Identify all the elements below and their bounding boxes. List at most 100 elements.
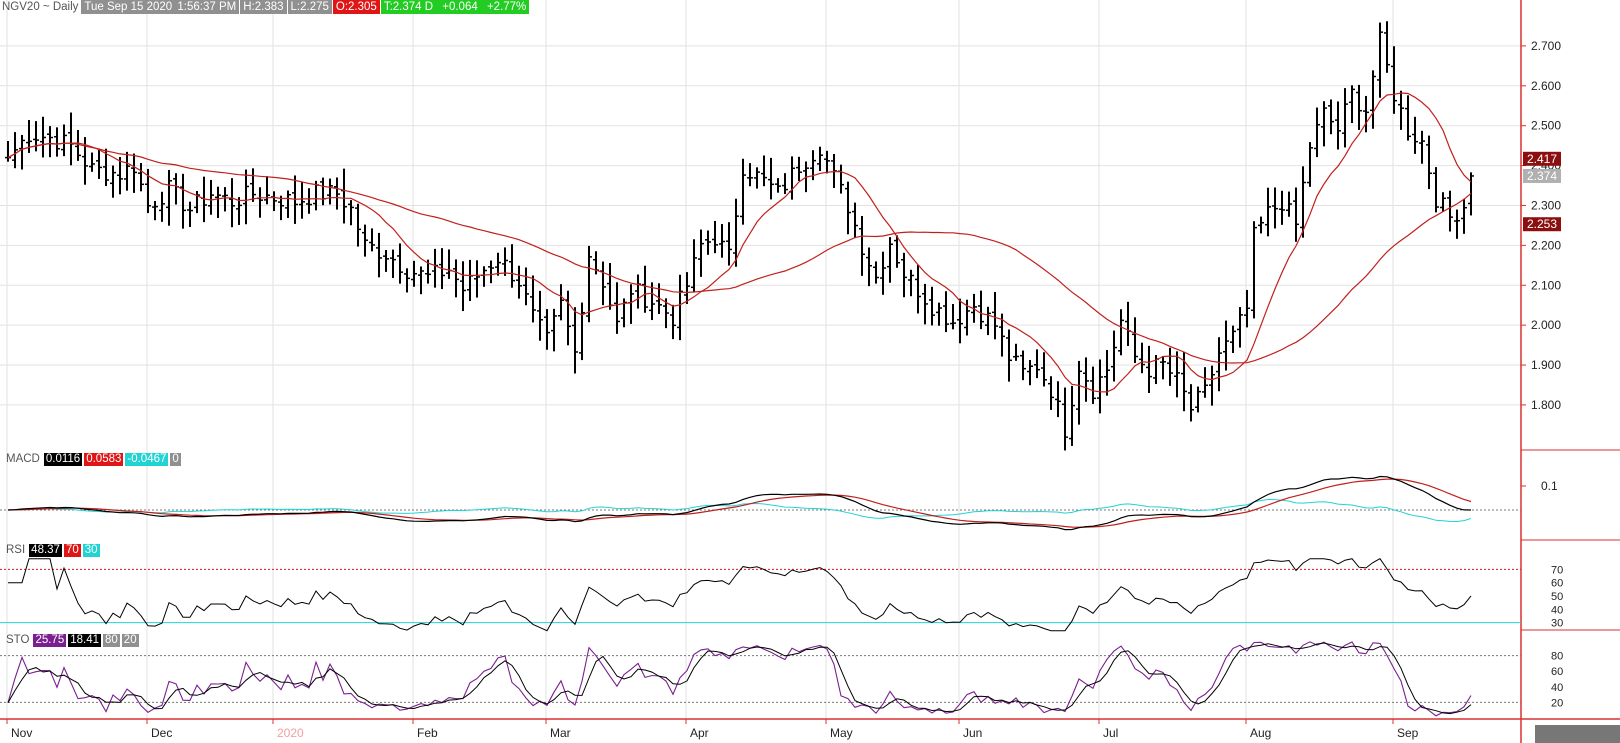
ohlc-bar xyxy=(250,168,256,202)
high-value: H:2.383 xyxy=(240,0,287,14)
ohlc-bar xyxy=(908,269,914,297)
last-price: T:2.374 D xyxy=(383,1,434,13)
macd-value: 0.0116 xyxy=(43,452,83,466)
ohlc-bar xyxy=(404,268,410,293)
ohlc-bar xyxy=(432,248,438,288)
ohlc-bar xyxy=(565,290,571,346)
ohlc-bar xyxy=(1335,101,1341,150)
ohlc-bar xyxy=(1013,343,1019,361)
ohlc-bar xyxy=(1279,190,1285,225)
ohlc-bar xyxy=(789,156,795,200)
sto-tick-label: 60 xyxy=(1551,666,1563,678)
ohlc-bar xyxy=(278,195,284,221)
rsi-tick-label: 30 xyxy=(1551,618,1563,630)
macd-line xyxy=(7,475,1472,531)
last-value: T:2.374 D +0.064 +2.77% xyxy=(380,0,530,14)
ohlc-bar xyxy=(950,304,956,330)
ohlc-bar xyxy=(873,261,879,284)
ohlc-bar xyxy=(1272,187,1278,229)
ohlc-bar xyxy=(208,179,214,215)
ohlc-bar xyxy=(978,290,984,330)
ohlc-bar xyxy=(474,260,480,298)
ohlc-bar xyxy=(1265,187,1271,237)
ohlc-bar xyxy=(1055,381,1061,418)
ohlc-bar xyxy=(691,239,697,293)
ohlc-bar xyxy=(1097,359,1103,414)
ohlc-bar xyxy=(502,247,508,276)
ohlc-bar xyxy=(985,306,991,336)
ohlc-bar xyxy=(222,187,228,212)
rsi-value: 48.37 xyxy=(29,543,62,557)
ohlc-bar xyxy=(383,250,389,272)
ohlc-bar xyxy=(1447,190,1453,232)
ohlc-bar xyxy=(999,313,1005,357)
ohlc-bar xyxy=(523,267,529,306)
price-tag xyxy=(1523,151,1561,166)
ohlc-bar xyxy=(586,245,592,323)
price-axis: 1.8001.9002.0002.1002.2002.3002.4002.500… xyxy=(1520,0,1620,743)
ohlc-bar xyxy=(1034,349,1040,379)
ohlc-bar xyxy=(75,130,81,161)
ohlc-bar xyxy=(775,178,781,193)
ohlc-bar xyxy=(47,126,53,158)
sto-tick-label: 40 xyxy=(1551,682,1563,694)
ohlc-bar xyxy=(194,190,200,214)
ohlc-bar xyxy=(397,243,403,284)
change-value: +0.064 xyxy=(442,1,478,13)
month-label: May xyxy=(830,726,853,740)
ohlc-bar xyxy=(1167,347,1173,386)
ohlc-bar xyxy=(544,309,550,350)
ohlc-bar xyxy=(1048,376,1054,410)
ohlc-bar xyxy=(537,290,543,341)
time-axis: Nov Dec 2020 Feb Mar Apr May Jun Jul Aug Sep xyxy=(0,718,1620,743)
ohlc-bar xyxy=(1139,342,1145,374)
month-label: Apr xyxy=(690,726,709,740)
ohlc-bar xyxy=(390,249,396,278)
ohlc-bar xyxy=(1384,21,1390,73)
ohlc-bar xyxy=(488,260,494,284)
ohlc-bar xyxy=(1286,191,1292,217)
ohlc-bar xyxy=(369,228,375,252)
sto-lower: 20 xyxy=(121,633,139,647)
sto-panel: 20 40 60 80 xyxy=(0,641,1563,717)
ohlc-bar xyxy=(1314,107,1320,158)
ohlc-bar xyxy=(1111,330,1117,382)
ohlc-bar xyxy=(1188,384,1194,422)
ohlc-bar xyxy=(1454,209,1460,239)
ohlc-bar xyxy=(572,307,578,374)
ohlc-bar xyxy=(1398,90,1404,130)
ohlc-bar xyxy=(901,252,907,298)
ohlc-bar xyxy=(264,176,270,205)
ohlc-bar xyxy=(341,168,347,224)
ohlc-bar xyxy=(817,146,823,172)
ohlc-bar xyxy=(796,156,802,182)
ohlc-bar xyxy=(124,151,130,191)
ohlc-bar xyxy=(1440,192,1446,212)
ohlc-bar xyxy=(747,163,753,187)
ohlc-bar xyxy=(1433,167,1439,213)
ohlc-bar xyxy=(299,182,305,219)
ohlc-bar xyxy=(663,298,669,329)
ohlc-bar xyxy=(103,148,109,187)
price-tag xyxy=(1523,168,1561,183)
ohlc-bar xyxy=(915,264,921,314)
ohlc-bar xyxy=(348,200,354,226)
rsi-tick-label: 60 xyxy=(1551,578,1563,590)
ohlc-bar xyxy=(1300,166,1306,238)
ohlc-bar xyxy=(68,112,74,166)
price-tick-label: 2.700 xyxy=(1531,39,1561,53)
ohlc-bar xyxy=(215,186,221,219)
ohlc-bar xyxy=(1195,386,1201,413)
ohlc-bar xyxy=(180,173,186,229)
ohlc-bar xyxy=(1125,301,1131,346)
ohlc-bar xyxy=(285,190,291,218)
ohlc-bar xyxy=(54,127,60,157)
ohlc-bar xyxy=(880,251,886,295)
ohlc-bar xyxy=(306,188,312,214)
ohlc-bar xyxy=(1244,289,1250,328)
ohlc-bar xyxy=(1251,221,1257,319)
ohlc-bar xyxy=(1181,351,1187,412)
ohlc-bar xyxy=(376,232,382,278)
sto-upper: 80 xyxy=(103,633,120,647)
